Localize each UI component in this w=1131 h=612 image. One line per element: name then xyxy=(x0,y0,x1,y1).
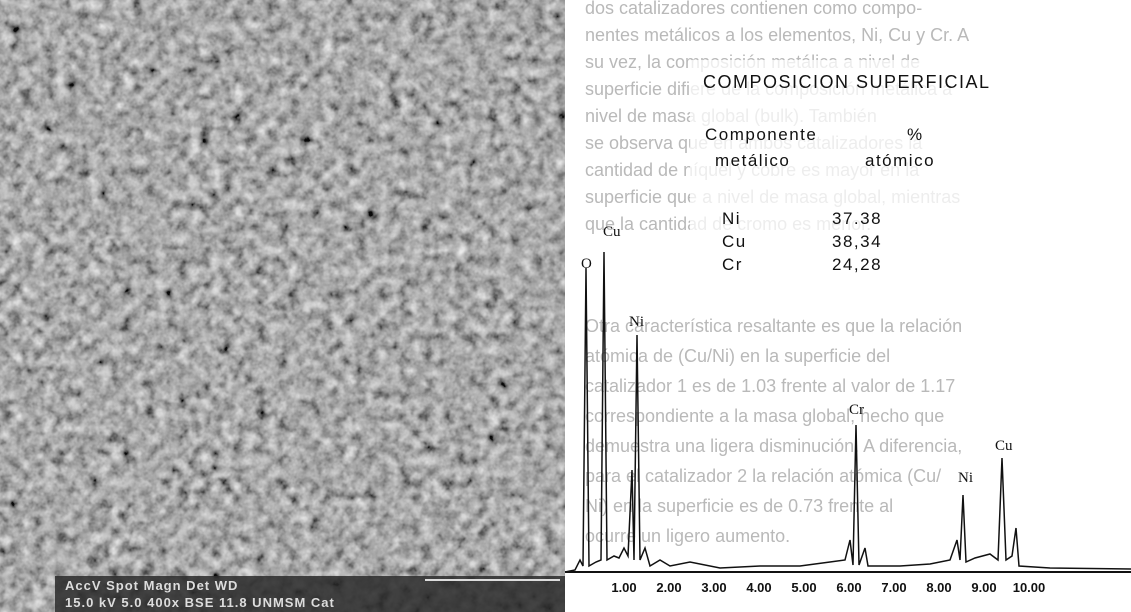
axis-label: 7.00 xyxy=(881,580,906,595)
table-cell: 24,28 xyxy=(832,255,882,274)
axis-label: 5.00 xyxy=(791,580,816,595)
table-cell: 38,34 xyxy=(832,232,882,251)
table-cell: Cu xyxy=(722,232,747,251)
peak-label: Cr xyxy=(849,402,864,418)
axis-label: 2.00 xyxy=(656,580,681,595)
axis-label: 10.00 xyxy=(1013,580,1046,595)
axis-label: 9.00 xyxy=(971,580,996,595)
body-line: catalizador 1 es de 1.03 frente al valor… xyxy=(585,376,955,396)
body-line: nentes metálicos a los elementos, Ni, Cu… xyxy=(585,25,969,45)
body-line: atómica de (Cu/Ni) en la superficie del xyxy=(585,346,890,366)
peak-label: Cu xyxy=(995,438,1013,454)
micrograph-texture xyxy=(0,0,565,612)
axis-label: 4.00 xyxy=(746,580,771,595)
caption-values: 15.0 kV 5.0 400x BSE 11.8 UNMSM Cat xyxy=(65,595,335,610)
table-cell: Cr xyxy=(722,255,743,274)
table-title: COMPOSICION SUPERFICIAL xyxy=(703,72,991,92)
caption-header: AccV Spot Magn Det WD xyxy=(65,578,238,593)
body-line: dos catalizadores contienen como compo- xyxy=(585,0,922,18)
body-line: demuestra una ligera disminución. A dife… xyxy=(585,436,962,456)
axis-label: 1.00 xyxy=(611,580,636,595)
table-header: % xyxy=(907,125,924,144)
peak-label: Cu xyxy=(603,224,621,240)
axis-label: 6.00 xyxy=(836,580,861,595)
table-header: atómico xyxy=(865,151,935,170)
peak-label: O xyxy=(581,256,592,272)
page: dos catalizadores contienen como compo-n… xyxy=(0,0,1131,612)
axis-label: 3.00 xyxy=(701,580,726,595)
peak-label: Ni xyxy=(629,314,644,330)
table-header: metálico xyxy=(715,151,790,170)
spectrum-axis-labels: 1.00 2.00 3.00 4.00 5.00 6.00 7.00 8.00 9.00 10.0… xyxy=(611,580,1045,595)
axis-label: 8.00 xyxy=(926,580,951,595)
body-line: ocurre un ligero aumento. xyxy=(585,526,790,546)
table-cell: Ni xyxy=(722,209,741,228)
table-cell: 37.38 xyxy=(832,209,882,228)
peak-label: Ni xyxy=(958,470,973,486)
table-header: Componente xyxy=(705,125,817,144)
